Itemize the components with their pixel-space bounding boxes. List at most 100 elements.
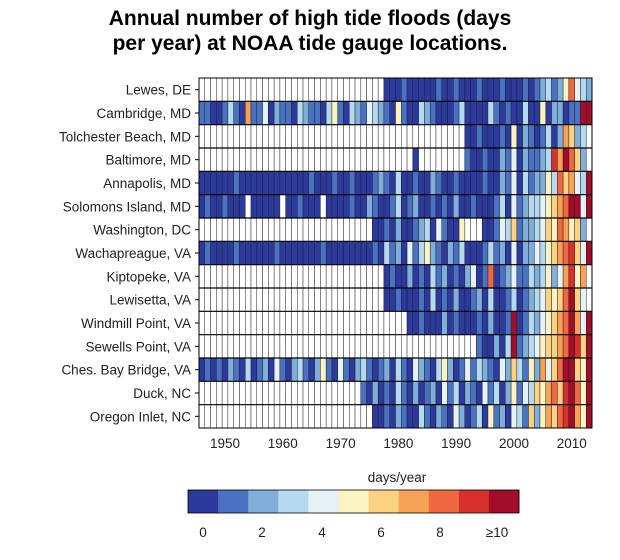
heatmap-cell bbox=[545, 311, 552, 335]
heatmap-cell bbox=[273, 381, 281, 405]
heatmap-cell bbox=[349, 264, 356, 289]
heatmap-cell bbox=[273, 241, 281, 265]
station-labels: Lewes, DE Cambridge, MD Tolchester Beach, … bbox=[59, 83, 191, 425]
heatmap-cell bbox=[198, 147, 206, 172]
heatmap-cell bbox=[377, 264, 385, 289]
heatmap-cell bbox=[291, 334, 298, 359]
heatmap-cell bbox=[366, 217, 373, 242]
heatmap-cell bbox=[401, 171, 408, 195]
heatmap-cell bbox=[204, 101, 211, 125]
heatmap-cell bbox=[314, 124, 321, 149]
heatmap-cell bbox=[349, 77, 356, 102]
heatmap-cell bbox=[580, 404, 587, 429]
heatmap-cell bbox=[291, 241, 298, 265]
heatmap-cell bbox=[383, 404, 390, 429]
heatmap-cell bbox=[297, 171, 304, 195]
heatmap-cell bbox=[383, 311, 390, 335]
heatmap-cell bbox=[510, 264, 518, 289]
heatmap-cell bbox=[585, 77, 593, 102]
heatmap-cell bbox=[279, 241, 286, 265]
heatmap-cell bbox=[429, 147, 437, 172]
heatmap-cell bbox=[331, 404, 338, 429]
heatmap-cell bbox=[325, 381, 333, 405]
heatmap-cell bbox=[429, 311, 437, 335]
heatmap-cell bbox=[580, 194, 587, 219]
heatmap-cell bbox=[516, 311, 523, 335]
heatmap-cell bbox=[250, 334, 258, 359]
heatmap-cell bbox=[366, 264, 373, 289]
heatmap-cell bbox=[435, 124, 442, 149]
heatmap-cell bbox=[198, 171, 206, 195]
heatmap-cell bbox=[227, 171, 234, 195]
heatmap-cell bbox=[533, 311, 541, 335]
heatmap-cell bbox=[239, 381, 246, 405]
heatmap-cell bbox=[320, 124, 327, 149]
heatmap-cell bbox=[539, 404, 546, 429]
heatmap-cell bbox=[533, 194, 541, 219]
heatmap-cell bbox=[331, 101, 338, 125]
heatmap-cell bbox=[262, 334, 269, 359]
heatmap-cell bbox=[435, 241, 442, 265]
heatmap-cell bbox=[562, 217, 570, 242]
heatmap-cell bbox=[528, 311, 535, 335]
heatmap-cell bbox=[291, 171, 298, 195]
heatmap-cell bbox=[349, 241, 356, 265]
station-label: Baltimore, MD bbox=[105, 153, 191, 168]
heatmap-cell bbox=[279, 264, 286, 289]
heatmap-cell bbox=[528, 217, 535, 242]
heatmap-cell bbox=[204, 287, 211, 312]
heatmap-cell bbox=[551, 101, 558, 125]
heatmap-cell bbox=[545, 264, 552, 289]
heatmap-cell bbox=[516, 217, 523, 242]
heatmap-cell bbox=[424, 171, 431, 195]
year-tick-label: 2000 bbox=[499, 436, 529, 451]
heatmap-cell bbox=[395, 171, 402, 195]
heatmap-cell bbox=[314, 217, 321, 242]
heatmap-cell bbox=[585, 194, 593, 219]
heatmap-cell bbox=[499, 147, 506, 172]
heatmap-cell bbox=[256, 124, 263, 149]
heatmap-cell bbox=[505, 171, 512, 195]
heatmap-cell bbox=[360, 264, 367, 289]
heatmap-cell bbox=[510, 217, 518, 242]
heatmap-cell bbox=[435, 287, 442, 312]
heatmap-cell bbox=[453, 404, 460, 429]
heatmap-cell bbox=[557, 381, 564, 405]
heatmap-cell bbox=[210, 264, 217, 289]
heatmap-cell bbox=[273, 287, 281, 312]
heatmap-cell bbox=[337, 241, 344, 265]
heatmap-cell bbox=[493, 287, 500, 312]
station-label: Lewes, DE bbox=[126, 83, 191, 98]
heatmap-cell bbox=[499, 194, 506, 219]
heatmap-cell bbox=[262, 77, 269, 102]
heatmap-cell bbox=[372, 124, 379, 149]
heatmap-cell bbox=[406, 311, 414, 335]
station-label: Cambridge, MD bbox=[96, 106, 191, 121]
heatmap-cells bbox=[198, 77, 593, 429]
heatmap-cell bbox=[343, 217, 350, 242]
heatmap-cell bbox=[487, 77, 494, 102]
heatmap-cell bbox=[580, 124, 587, 149]
heatmap-cell bbox=[499, 101, 506, 125]
heatmap-cell bbox=[377, 381, 385, 405]
heatmap-cell bbox=[458, 124, 466, 149]
heatmap-cell bbox=[314, 171, 321, 195]
heatmap-cell bbox=[562, 264, 570, 289]
heatmap-cell bbox=[233, 101, 240, 125]
heatmap-cell bbox=[221, 171, 229, 195]
heatmap-cell bbox=[528, 101, 535, 125]
heatmap-cell bbox=[499, 241, 506, 265]
heatmap-cell bbox=[505, 147, 512, 172]
heatmap-cell bbox=[412, 264, 419, 289]
heatmap-cell bbox=[493, 101, 500, 125]
heatmap-cell bbox=[383, 381, 390, 405]
heatmap-cell bbox=[337, 77, 344, 102]
heatmap-cell bbox=[568, 264, 575, 289]
heatmap-cell bbox=[470, 101, 477, 125]
heatmap-cell bbox=[331, 124, 338, 149]
heatmap-cell bbox=[487, 357, 494, 382]
heatmap-cell bbox=[297, 357, 304, 382]
heatmap-cell bbox=[522, 77, 529, 102]
heatmap-cell bbox=[325, 241, 333, 265]
heatmap-cell bbox=[256, 77, 263, 102]
